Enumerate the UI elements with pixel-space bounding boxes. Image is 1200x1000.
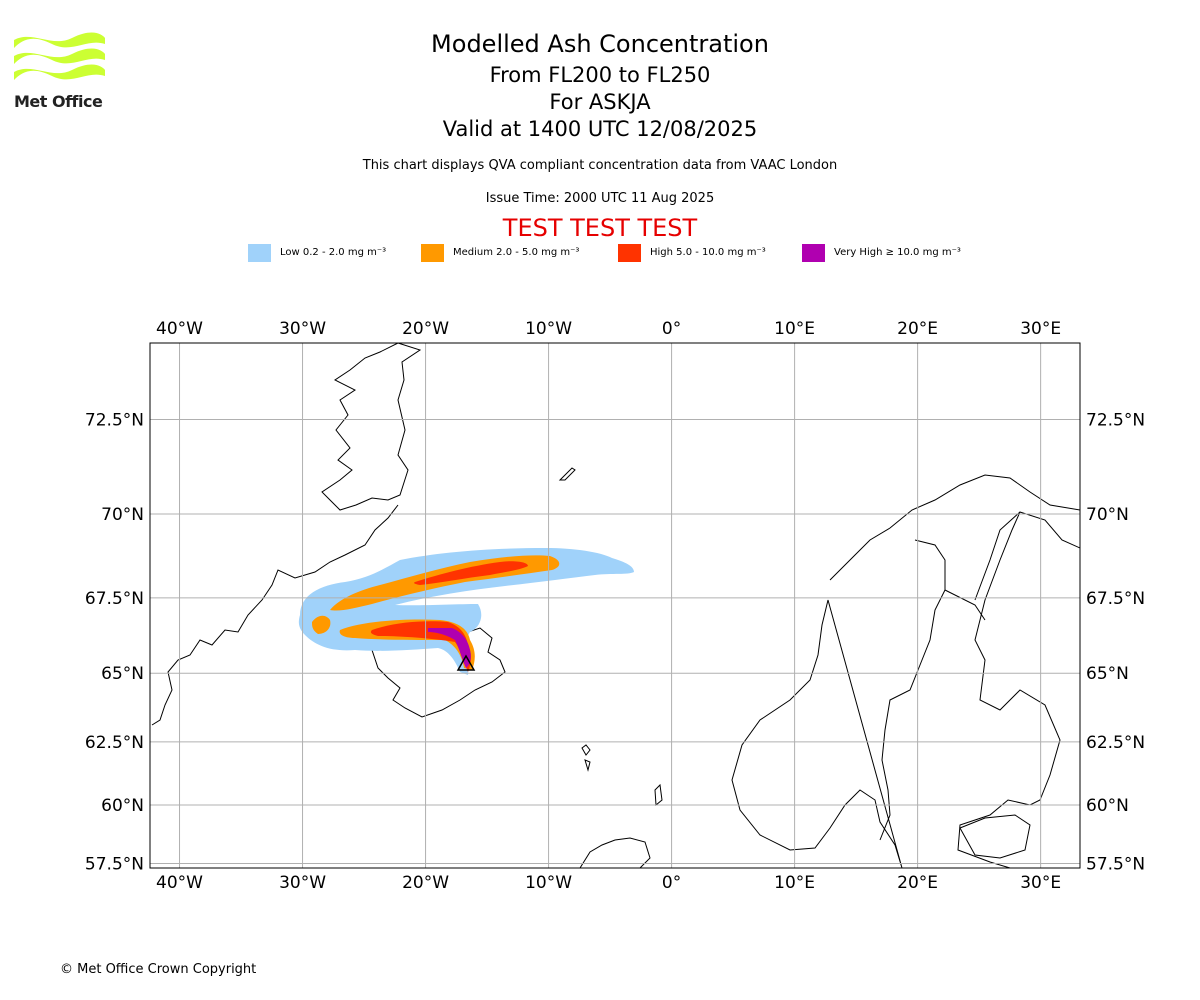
ash-very-high [428, 628, 471, 668]
met-office-logo-text: Met Office [14, 92, 103, 111]
lat-tick-label-right: 57.5°N [1086, 854, 1145, 874]
issue-time: Issue Time: 2000 UTC 11 Aug 2025 [485, 191, 715, 206]
gridlines [150, 343, 1080, 868]
legend-swatch-medium [421, 244, 444, 262]
volcano-name: For ASKJA [549, 90, 651, 114]
lat-tick-label-left: 67.5°N [85, 589, 144, 609]
lat-tick-label-right: 72.5°N [1086, 411, 1145, 431]
copyright: © Met Office Crown Copyright [60, 962, 257, 977]
scandinavia-coast [731, 474, 1080, 868]
lat-tick-label-left: 65°N [101, 664, 144, 684]
test-banner: TEST TEST TEST [502, 214, 698, 242]
lat-tick-label-right: 60°N [1086, 796, 1129, 816]
lon-tick-label-top: 40°W [156, 319, 203, 339]
valid-time: Valid at 1400 UTC 12/08/2025 [442, 117, 758, 141]
lon-tick-label-bottom: 30°E [1020, 873, 1061, 893]
finland-border [944, 511, 1021, 621]
legend-swatch-high [618, 244, 641, 262]
lat-tick-label-left: 60°N [101, 796, 144, 816]
estonia-coast [959, 814, 1031, 859]
lat-tick-label-left: 72.5°N [85, 411, 144, 431]
lat-tick-label-left: 62.5°N [85, 733, 144, 753]
scotland-coast [579, 837, 651, 868]
legend-label-medium: Medium 2.0 - 5.0 mg m⁻³ [453, 247, 580, 258]
greenland-coast [321, 343, 422, 511]
lon-tick-label-top: 0° [662, 319, 681, 339]
shetland-islands [654, 783, 663, 807]
map-frame [149, 342, 1081, 869]
lon-tick-label-top: 30°E [1020, 319, 1061, 339]
jan-mayen [558, 467, 576, 481]
faroe-islands [581, 744, 591, 772]
lon-tick-label-bottom: 30°W [279, 873, 326, 893]
lat-tick-label-left: 70°N [101, 505, 144, 525]
ash-low [298, 548, 634, 675]
lon-tick-label-bottom: 10°E [774, 873, 815, 893]
lon-tick-label-top: 20°W [402, 319, 449, 339]
lon-tick-label-top: 20°E [897, 319, 938, 339]
chart-description: This chart displays QVA compliant concen… [362, 158, 838, 173]
legend-swatch-low [248, 244, 271, 262]
sweden-norway-border [879, 539, 946, 841]
lon-tick-label-bottom: 10°W [525, 873, 572, 893]
chart-title: Modelled Ash Concentration [431, 30, 769, 58]
legend-label-very-high: Very High ≥ 10.0 mg m⁻³ [834, 247, 961, 258]
lat-tick-label-right: 62.5°N [1086, 733, 1145, 753]
greenland-east-coast [151, 504, 399, 726]
lat-tick-label-right: 70°N [1086, 505, 1129, 525]
legend-label-high: High 5.0 - 10.0 mg m⁻³ [650, 247, 766, 258]
lon-tick-label-top: 10°W [525, 319, 572, 339]
lon-tick-label-bottom: 0° [662, 873, 681, 893]
met-office-logo-icon [14, 32, 105, 80]
volcano-icon [456, 654, 476, 671]
tick-labels: 40°W 40°W 30°W 30°W 20°W 20°W 10°W 10°W 0° 0° 10°E… [85, 319, 1145, 893]
legend-label-low: Low 0.2 - 2.0 mg m⁻³ [280, 247, 387, 258]
lon-tick-label-bottom: 40°W [156, 873, 203, 893]
lat-tick-label-right: 65°N [1086, 664, 1129, 684]
lon-tick-label-top: 10°E [774, 319, 815, 339]
legend-swatch-very-high [802, 244, 825, 262]
lon-tick-label-bottom: 20°E [897, 873, 938, 893]
lat-tick-label-left: 57.5°N [85, 854, 144, 874]
level-range: From FL200 to FL250 [489, 63, 711, 87]
lon-tick-label-top: 30°W [279, 319, 326, 339]
lat-tick-label-right: 67.5°N [1086, 589, 1145, 609]
lon-tick-label-bottom: 20°W [402, 873, 449, 893]
